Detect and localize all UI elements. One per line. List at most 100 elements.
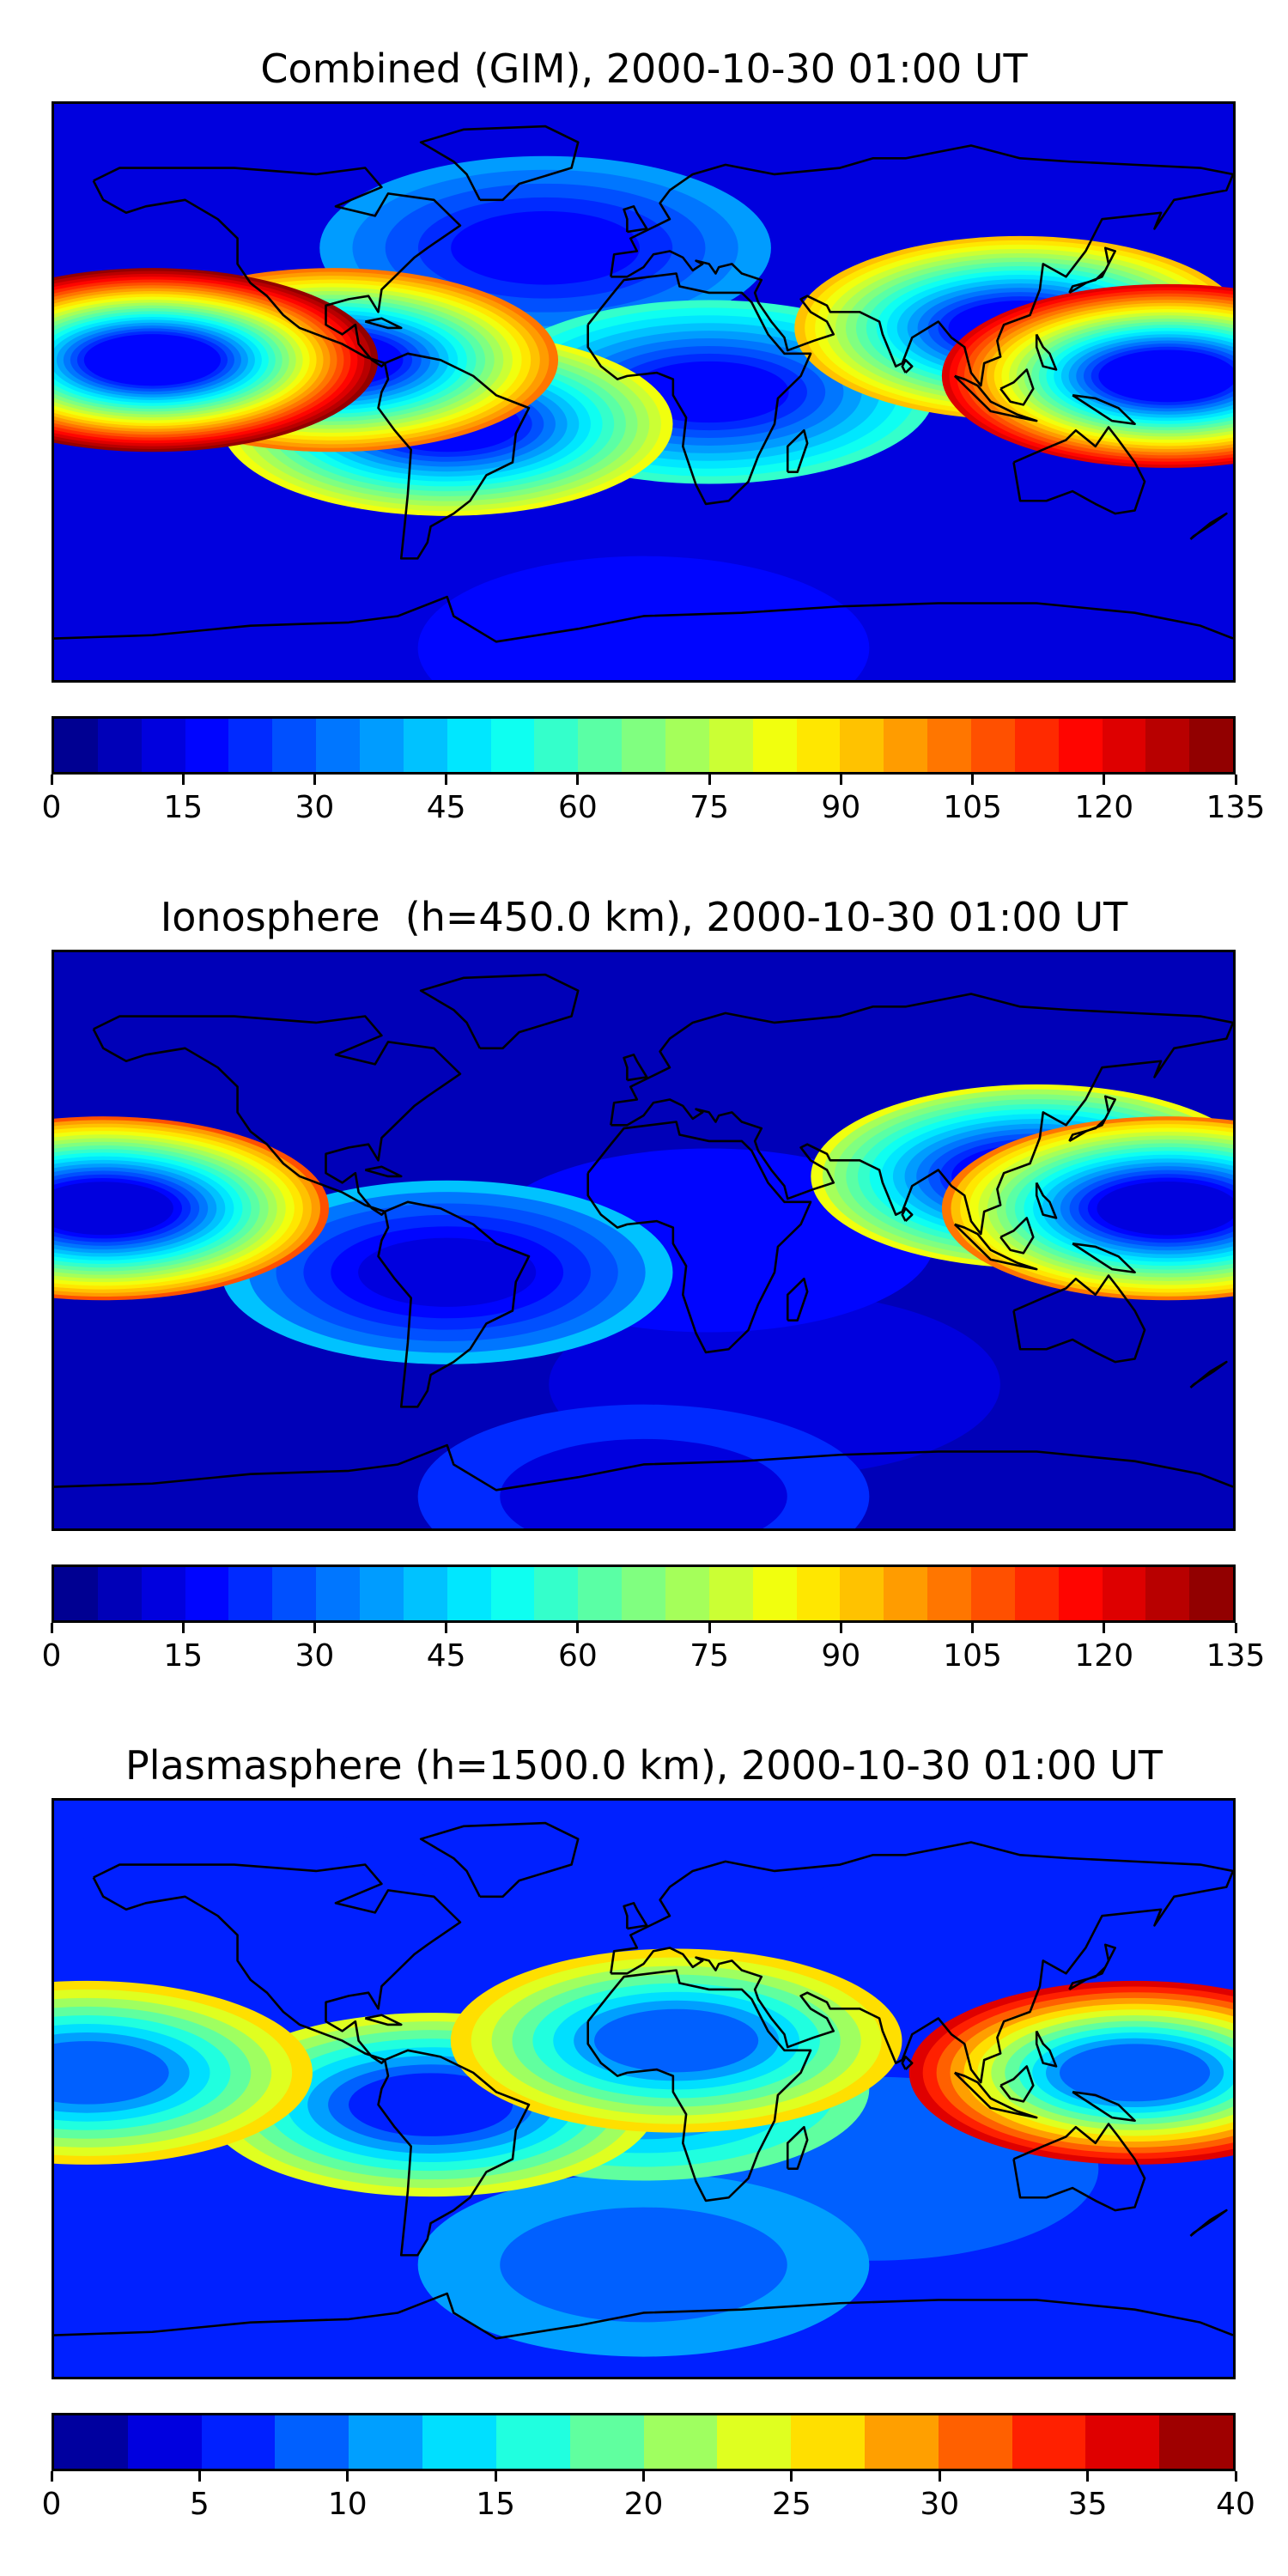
colorbar-tick xyxy=(1234,2471,1237,2482)
colorbar-segment xyxy=(1189,1567,1234,1620)
philippines-coast xyxy=(1035,333,1058,371)
madagascar-coast xyxy=(786,1277,809,1321)
colorbar-segment xyxy=(447,1567,491,1620)
new-zealand-coast xyxy=(1189,512,1228,540)
australia-coast xyxy=(1012,1274,1146,1364)
field-region xyxy=(54,1980,313,2165)
south-america-coast xyxy=(377,2049,531,2257)
colorbar-segment xyxy=(97,719,142,772)
colorbar-tick xyxy=(494,2471,497,2482)
colorbar-segment xyxy=(971,719,1015,772)
contour-level xyxy=(417,556,870,680)
colorbar-segment xyxy=(534,719,579,772)
colorbar-segment xyxy=(1145,1567,1190,1620)
africa-coast xyxy=(586,1969,812,2202)
colorbar-tick xyxy=(1103,1623,1106,1633)
colorbar-segment xyxy=(1102,719,1146,772)
colorbar-tick xyxy=(1086,2471,1090,2482)
colorbar-tick-label: 105 xyxy=(943,1638,1002,1674)
cuba-coast xyxy=(364,1165,403,1178)
contour-level xyxy=(83,334,222,386)
plasmasphere-map xyxy=(52,1798,1236,2379)
colorbar-tick-label: 20 xyxy=(623,2487,664,2522)
colorbar-segment xyxy=(1159,2415,1233,2469)
colorbar-tick xyxy=(938,2471,941,2482)
contour-level xyxy=(54,2041,169,2105)
combined-map xyxy=(52,101,1236,683)
sri-lanka-coast xyxy=(901,1206,914,1223)
colorbar-segment xyxy=(578,719,623,772)
colorbar-segment xyxy=(490,1567,535,1620)
colorbar-ticks: 0 15 30 45 60 75 90 105 120 135 xyxy=(42,775,1265,826)
colorbar-tick xyxy=(576,775,580,785)
colorbar-segment xyxy=(864,2415,939,2469)
eurasia-coast xyxy=(610,144,1233,387)
colorbar-segment xyxy=(228,1567,273,1620)
colorbar-tick-label: 30 xyxy=(295,1638,335,1674)
japan-coast xyxy=(1068,246,1116,295)
colorbar-tick xyxy=(1234,775,1237,785)
africa-coast xyxy=(586,272,812,506)
antarctica-coast xyxy=(54,595,1233,643)
greenland-coast xyxy=(419,1821,580,1899)
ionosphere-map xyxy=(52,950,1236,1531)
antarctica-coast xyxy=(54,1443,1233,1492)
colorbar-segment xyxy=(840,1567,884,1620)
colorbar-tick xyxy=(197,2471,201,2482)
colorbar-tick xyxy=(839,1623,842,1633)
colorbar-segment xyxy=(185,1567,229,1620)
colorbar-segment xyxy=(791,2415,865,2469)
colorbar-segment xyxy=(360,719,404,772)
colorbar-segment xyxy=(1102,1567,1146,1620)
field-region xyxy=(221,1180,673,1364)
colorbar xyxy=(52,2413,1236,2471)
british-isles-coast xyxy=(623,205,648,234)
australia-coast xyxy=(1012,426,1146,515)
field-region xyxy=(54,268,379,453)
colorbar-tick xyxy=(576,1623,580,1633)
colorbar-tick xyxy=(971,1623,975,1633)
colorbar-tick-label: 135 xyxy=(1206,790,1266,825)
colorbar-segment xyxy=(185,719,229,772)
colorbar-segment xyxy=(971,1567,1015,1620)
new-guinea-coast xyxy=(1072,1242,1136,1274)
colorbar-segment xyxy=(360,1567,404,1620)
colorbar-segment xyxy=(1014,719,1059,772)
colorbar-tick xyxy=(181,775,185,785)
colorbar-segment xyxy=(201,2415,276,2469)
colorbar-segment xyxy=(665,1567,709,1620)
colorbar-tick xyxy=(445,1623,448,1633)
colorbar-segment xyxy=(884,1567,928,1620)
colorbar-tick-label: 120 xyxy=(1074,1638,1134,1674)
colorbar-segment xyxy=(422,2415,496,2469)
field-region xyxy=(417,2172,870,2357)
madagascar-coast xyxy=(786,2125,809,2170)
colorbar-tick-label: 90 xyxy=(821,1638,861,1674)
colorbar-segment xyxy=(272,1567,317,1620)
colorbar-tick xyxy=(313,1623,316,1633)
colorbar-tick-label: 135 xyxy=(1206,1638,1266,1674)
north-america-coast xyxy=(92,1015,462,1216)
colorbar-segment xyxy=(622,719,666,772)
new-zealand-coast xyxy=(1189,1360,1228,1388)
contour-level xyxy=(1059,2044,1211,2102)
colorbar-tick xyxy=(790,2471,793,2482)
map-svg xyxy=(54,952,1233,1528)
field-region xyxy=(54,1116,329,1301)
colorbar-segment xyxy=(717,2415,792,2469)
indonesia-coast xyxy=(953,374,1038,422)
colorbar-tick-label: 120 xyxy=(1074,790,1134,825)
new-guinea-coast xyxy=(1072,2090,1136,2123)
contour-level xyxy=(500,2207,787,2323)
colorbar-tick-label: 90 xyxy=(821,790,861,825)
colorbar-segment xyxy=(54,2415,128,2469)
colorbar-segment xyxy=(141,719,185,772)
contour-level xyxy=(451,210,641,285)
colorbar-tick xyxy=(445,775,448,785)
colorbar-segment xyxy=(349,2415,423,2469)
colorbar-segment xyxy=(447,719,491,772)
indonesia-coast xyxy=(953,1223,1038,1271)
colorbar-segment xyxy=(1014,1567,1059,1620)
cuba-coast xyxy=(364,317,403,330)
field-region xyxy=(204,2013,657,2197)
